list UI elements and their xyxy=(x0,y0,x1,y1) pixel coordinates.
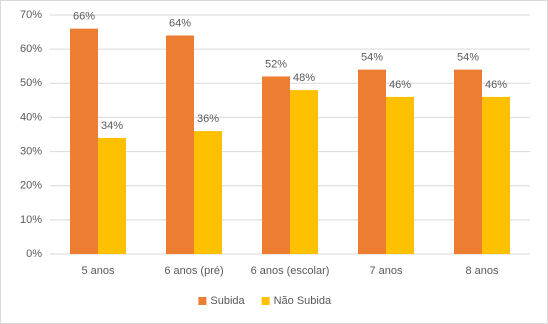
value-label: 52% xyxy=(265,58,287,70)
y-tick-label: 40% xyxy=(20,111,42,123)
bar xyxy=(166,35,194,254)
value-label: 64% xyxy=(169,17,191,29)
value-label: 46% xyxy=(389,79,411,91)
y-tick-label: 60% xyxy=(20,43,42,55)
value-label: 66% xyxy=(73,11,95,23)
bar xyxy=(262,76,290,254)
bar xyxy=(194,131,222,254)
value-label: 54% xyxy=(457,52,479,64)
x-tick-label: 7 anos xyxy=(369,265,403,277)
legend-swatch xyxy=(261,297,270,305)
legend-label: Não Subida xyxy=(274,295,332,307)
y-tick-label: 20% xyxy=(20,180,42,192)
x-tick-label: 6 anos (escolar) xyxy=(251,265,330,277)
value-label: 36% xyxy=(197,113,219,125)
x-tick-label: 8 anos xyxy=(465,265,499,277)
legend-label: Subida xyxy=(210,295,245,307)
y-tick-label: 10% xyxy=(20,214,42,226)
legend-swatch xyxy=(198,297,207,305)
value-label: 34% xyxy=(101,120,123,132)
bar xyxy=(70,28,98,255)
x-tick-label: 6 anos (pré) xyxy=(164,265,223,277)
bar xyxy=(290,90,318,254)
value-label: 46% xyxy=(485,79,507,91)
bar xyxy=(482,96,510,254)
y-tick-label: 70% xyxy=(20,9,42,21)
x-tick-label: 5 anos xyxy=(81,265,115,277)
bar xyxy=(98,137,126,254)
bar xyxy=(386,96,414,254)
y-tick-label: 30% xyxy=(20,145,42,157)
bar xyxy=(454,69,482,254)
value-label: 54% xyxy=(361,52,383,64)
value-label: 48% xyxy=(293,72,315,84)
y-tick-label: 0% xyxy=(26,248,42,260)
bar xyxy=(358,69,386,254)
y-tick-label: 50% xyxy=(20,77,42,89)
